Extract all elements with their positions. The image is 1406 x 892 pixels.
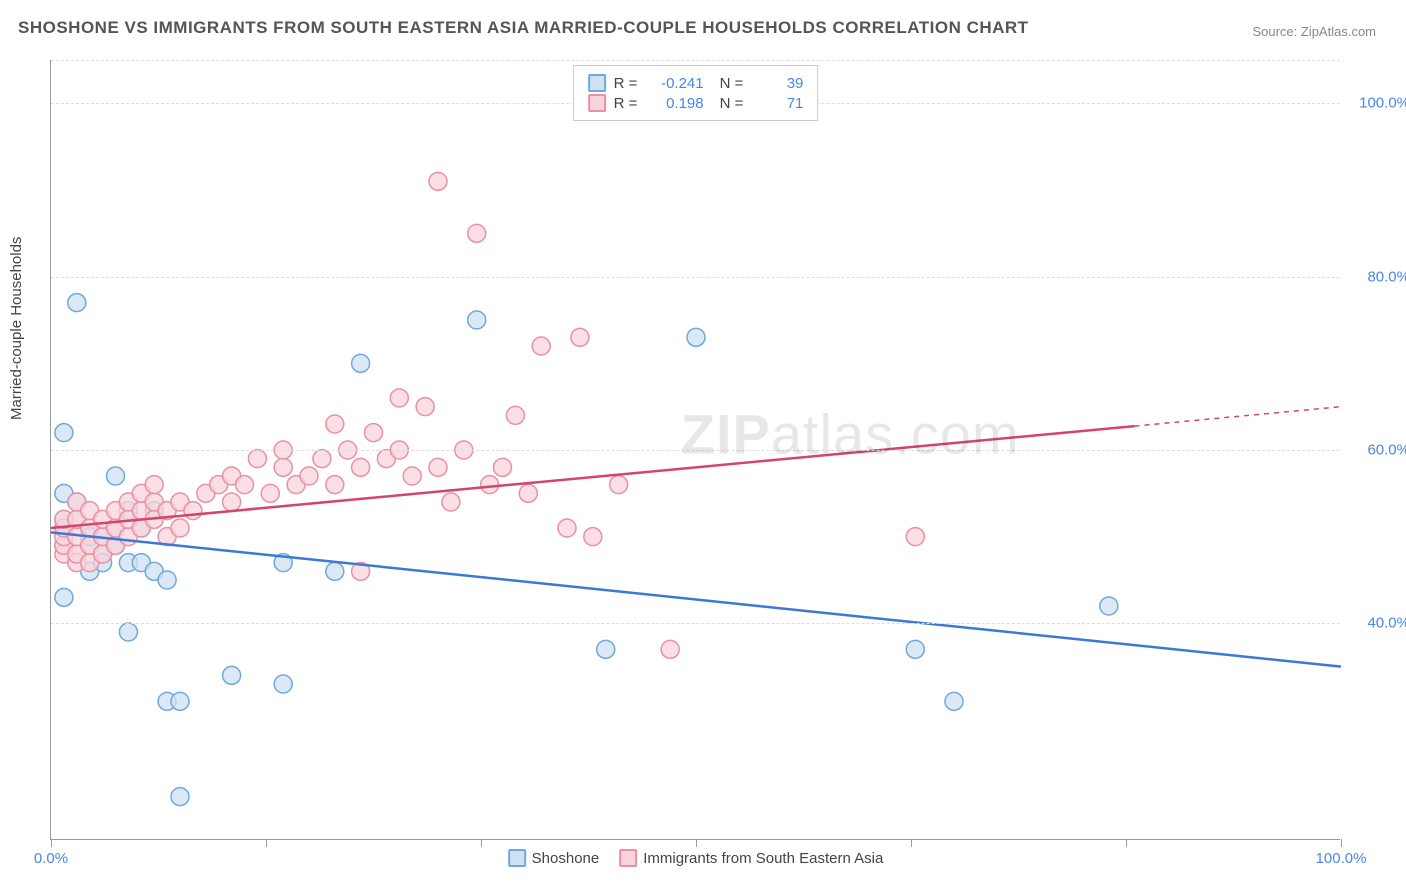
scatter-point [55,424,73,442]
scatter-point [687,328,705,346]
chart-title: SHOSHONE VS IMMIGRANTS FROM SOUTH EASTER… [18,18,1029,38]
scatter-point [313,450,331,468]
ytick-label: 100.0% [1350,95,1406,112]
scatter-point [171,788,189,806]
scatter-point [519,484,537,502]
scatter-point [55,588,73,606]
legend-row-immigrants: R = 0.198 N = 71 [588,94,804,112]
legend-r-label: R = [614,95,644,112]
scatter-point [597,640,615,658]
trend-line-dashed [1135,407,1341,426]
scatter-point [390,389,408,407]
scatter-point [352,354,370,372]
gridline [51,623,1340,624]
scatter-point [223,666,241,684]
source-label: Source: ZipAtlas.com [1252,24,1376,39]
scatter-point [248,450,266,468]
scatter-point [68,294,86,312]
scatter-point [429,458,447,476]
xtick [696,839,697,847]
legend-row-shoshone: R = -0.241 N = 39 [588,74,804,92]
xtick [481,839,482,847]
legend-r-label: R = [614,75,644,92]
ytick-label: 40.0% [1350,615,1406,632]
chart-plot-area: ZIPatlas.com R = -0.241 N = 39 R = 0.198… [50,60,1340,840]
scatter-point [184,502,202,520]
scatter-point [661,640,679,658]
scatter-point [158,571,176,589]
ytick-label: 80.0% [1350,268,1406,285]
scatter-point [326,562,344,580]
xtick-label: 100.0% [1316,850,1367,867]
correlation-legend: R = -0.241 N = 39 R = 0.198 N = 71 [573,65,819,121]
legend-n-value-0: 39 [751,75,803,92]
xtick [1126,839,1127,847]
xtick [51,839,52,847]
xtick [1341,839,1342,847]
scatter-point [326,415,344,433]
scatter-point [416,398,434,416]
gridline [51,60,1340,61]
scatter-point [610,476,628,494]
scatter-point [906,528,924,546]
legend-r-value-1: 0.198 [652,95,704,112]
scatter-point [119,623,137,641]
scatter-point [558,519,576,537]
scatter-point [223,493,241,511]
scatter-point [365,424,383,442]
xtick-label: 0.0% [34,850,68,867]
scatter-point [300,467,318,485]
scatter-point [326,476,344,494]
ytick-label: 60.0% [1350,442,1406,459]
swatch-shoshone-b [508,849,526,867]
gridline [51,450,1340,451]
trend-line [51,532,1341,666]
swatch-shoshone [588,74,606,92]
swatch-immigrants [588,94,606,112]
scatter-point [481,476,499,494]
scatter-point [468,224,486,242]
scatter-point [584,528,602,546]
scatter-point [171,692,189,710]
gridline [51,277,1340,278]
scatter-point [429,172,447,190]
y-axis-label: Married-couple Households [8,237,25,420]
legend-item-shoshone: Shoshone [508,849,600,867]
scatter-point [468,311,486,329]
scatter-point [945,692,963,710]
legend-r-value-0: -0.241 [652,75,704,92]
legend-n-label: N = [720,75,744,92]
legend-n-value-1: 71 [751,95,803,112]
scatter-point [1100,597,1118,615]
scatter-point [506,406,524,424]
scatter-point [274,675,292,693]
legend-item-immigrants: Immigrants from South Eastern Asia [619,849,883,867]
swatch-immigrants-b [619,849,637,867]
scatter-point [403,467,421,485]
series-legend: Shoshone Immigrants from South Eastern A… [508,849,884,867]
scatter-point [171,519,189,537]
scatter-point [261,484,279,502]
legend-n-label: N = [720,95,744,112]
scatter-point [442,493,460,511]
scatter-point [532,337,550,355]
legend-label-1: Immigrants from South Eastern Asia [643,850,883,867]
scatter-point [145,476,163,494]
scatter-point [352,458,370,476]
scatter-point [107,467,125,485]
scatter-point [906,640,924,658]
scatter-point [494,458,512,476]
scatter-point [274,458,292,476]
xtick [911,839,912,847]
xtick [266,839,267,847]
scatter-point [236,476,254,494]
legend-label-0: Shoshone [532,850,600,867]
scatter-point [571,328,589,346]
